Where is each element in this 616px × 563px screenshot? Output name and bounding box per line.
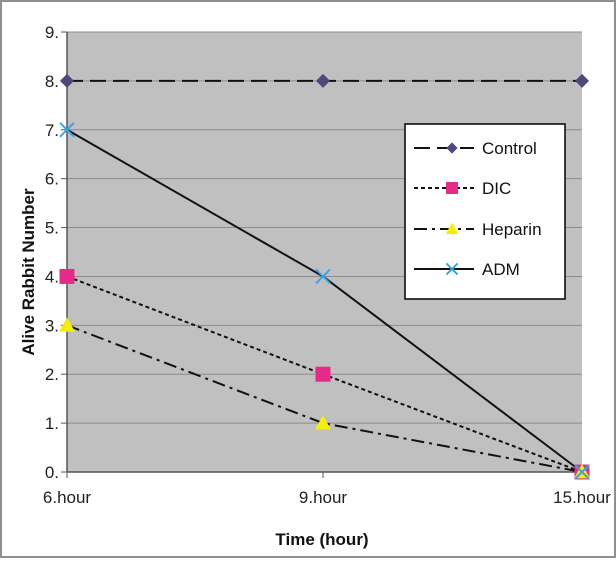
- x-axis-title: Time (hour): [275, 530, 368, 549]
- legend-items: Control DIC Heparin ADM: [414, 139, 542, 279]
- data-point-heparin: [59, 317, 75, 332]
- x-tick-label: 15.hour: [553, 488, 611, 507]
- data-point-adm: [574, 464, 590, 480]
- data-markers: [59, 73, 590, 480]
- y-tick-label: 2.: [45, 365, 59, 384]
- data-point-adm: [59, 122, 75, 138]
- marker-stroke: [445, 262, 459, 276]
- legend: Control DIC Heparin ADM: [404, 123, 566, 300]
- axes: [61, 31, 583, 478]
- data-point-dic: [59, 268, 75, 284]
- y-tick-label: 7.: [45, 121, 59, 140]
- y-axis-title: Alive Rabbit Number: [19, 188, 38, 356]
- data-point-control: [575, 73, 589, 88]
- y-tick-label: 1.: [45, 414, 59, 433]
- y-tick-labels: 0. 1. 2. 3. 4. 5. 6. 7. 8. 9.: [45, 23, 59, 482]
- series-line-heparin: [66, 324, 583, 473]
- x-tick-label: 6.hour: [43, 488, 92, 507]
- legend-label-dic: DIC: [482, 179, 511, 198]
- data-point-heparin: [315, 415, 331, 430]
- x-tick-label: 9.hour: [299, 488, 348, 507]
- y-tick-label: 3.: [45, 316, 59, 335]
- data-point-control: [60, 73, 74, 88]
- y-tick-label: 0.: [45, 463, 59, 482]
- y-tick-label: 8.: [45, 72, 59, 91]
- legend-marker-heparin: [445, 222, 459, 235]
- y-tick-label: 9.: [45, 23, 59, 42]
- legend-label-control: Control: [482, 139, 537, 158]
- y-tick-label: 6.: [45, 170, 59, 189]
- marker-stroke: [59, 122, 75, 138]
- legend-marker-adm: [445, 262, 459, 276]
- legend-item-control: Control: [414, 139, 537, 158]
- y-tick-label: 5.: [45, 219, 59, 238]
- legend-label-adm: ADM: [482, 260, 520, 279]
- y-tick-label: 4.: [45, 267, 59, 286]
- data-point-dic: [315, 366, 331, 382]
- x-tick-labels: 6.hour 9.hour 15.hour: [43, 488, 611, 507]
- legend-item-dic: DIC: [414, 179, 511, 198]
- legend-item-heparin: Heparin: [414, 220, 542, 239]
- marker-stroke: [315, 268, 331, 285]
- legend-label-heparin: Heparin: [482, 220, 542, 239]
- legend-marker-dic: [446, 182, 458, 194]
- data-point-adm: [315, 268, 331, 285]
- legend-marker-control: [446, 142, 458, 154]
- marker-stroke: [574, 464, 590, 480]
- legend-item-adm: ADM: [414, 260, 520, 279]
- data-point-control: [316, 73, 330, 88]
